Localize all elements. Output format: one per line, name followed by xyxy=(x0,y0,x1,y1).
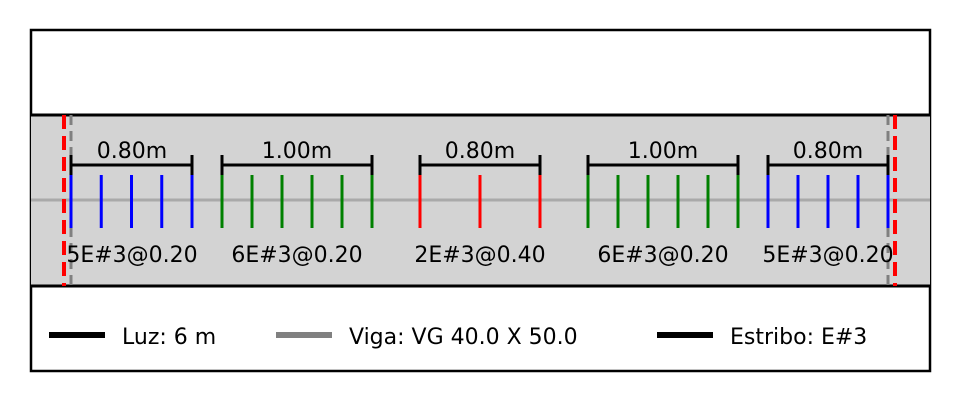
zone-length-label: 1.00m xyxy=(628,139,698,164)
zone-2: 1.00m 6E#3@0.20 xyxy=(220,139,374,268)
legend-label-estribo: Estribo: E#3 xyxy=(730,325,867,350)
zone-spacing-label: 5E#3@0.20 xyxy=(66,243,197,268)
zone-length-label: 1.00m xyxy=(262,139,332,164)
zone-length-label: 0.80m xyxy=(445,139,515,164)
legend: Luz: 6 m Viga: VG 40.0 X 50.0 Estribo: E… xyxy=(49,325,867,350)
zone-5: 0.80m 5E#3@0.20 xyxy=(762,139,893,268)
zone-length-label: 0.80m xyxy=(793,139,863,164)
zone-3: 0.80m 2E#3@0.40 xyxy=(414,139,545,268)
stirrup-zones: 0.80m 5E#3@0.20 1.00m 6E#3@0.20 0.80m 2E… xyxy=(66,139,893,268)
zone-spacing-label: 6E#3@0.20 xyxy=(231,243,362,268)
legend-label-viga: Viga: VG 40.0 X 50.0 xyxy=(349,325,578,350)
zone-spacing-label: 6E#3@0.20 xyxy=(597,243,728,268)
zone-spacing-label: 5E#3@0.20 xyxy=(762,243,893,268)
zone-length-label: 0.80m xyxy=(97,139,167,164)
legend-label-luz: Luz: 6 m xyxy=(122,325,216,350)
zone-4: 1.00m 6E#3@0.20 xyxy=(586,139,740,268)
zone-1: 0.80m 5E#3@0.20 xyxy=(66,139,197,268)
zone-spacing-label: 2E#3@0.40 xyxy=(414,243,545,268)
